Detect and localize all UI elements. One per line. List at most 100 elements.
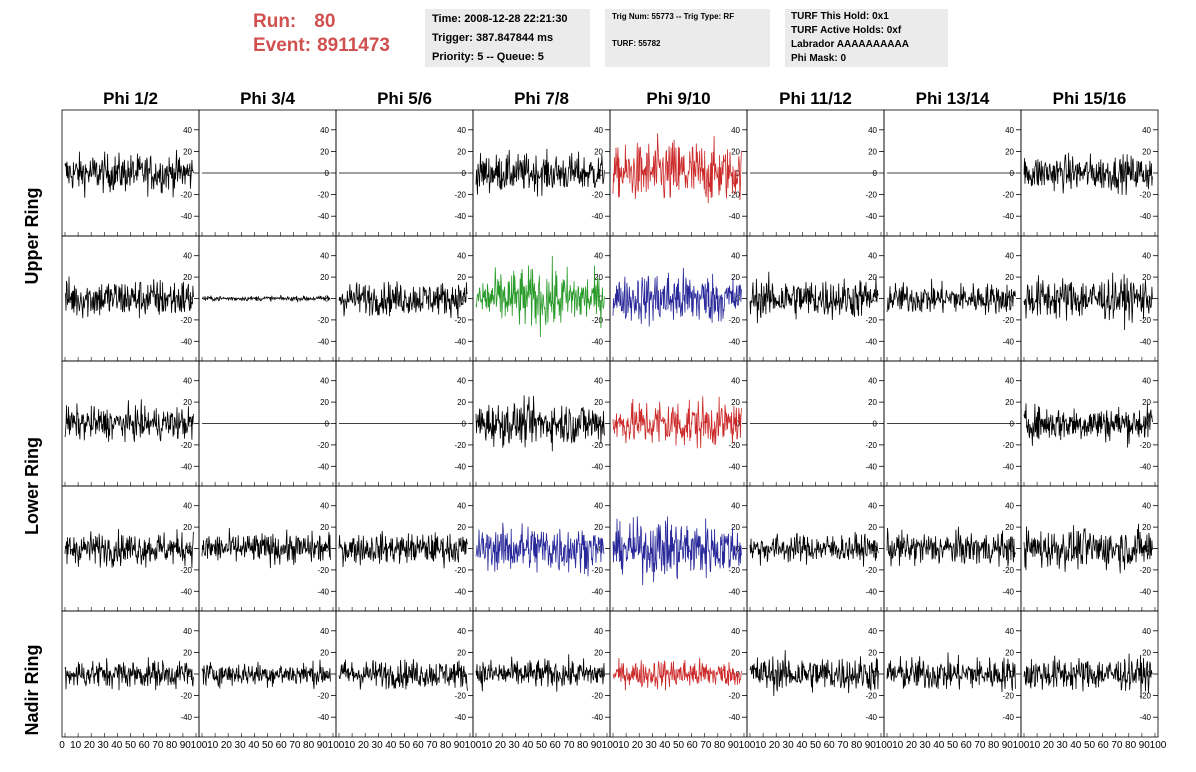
x-tick-label: 30 — [235, 740, 247, 751]
y-tick-label: -20 — [180, 566, 192, 575]
x-tick-label: 70 — [289, 740, 301, 751]
y-tick-label: 0 — [873, 420, 878, 429]
y-tick-label: 20 — [868, 648, 877, 657]
y-tick-label: -40 — [728, 713, 740, 722]
y-tick-label: -40 — [1139, 462, 1151, 471]
y-tick-label: -20 — [454, 316, 466, 325]
x-tick-label: 70 — [1111, 740, 1123, 751]
y-tick-label: -40 — [865, 462, 877, 471]
x-tick-label: 20 — [358, 740, 370, 751]
turf-text: TURF: 55782 — [612, 39, 660, 48]
y-tick-label: -20 — [454, 692, 466, 701]
column-title: Phi 1/2 — [103, 89, 158, 108]
y-tick-label: -40 — [1139, 337, 1151, 346]
x-tick-label: 100 — [876, 740, 893, 751]
y-tick-label: 20 — [1142, 523, 1151, 532]
y-tick-label: 40 — [594, 377, 603, 386]
x-tick-label: 90 — [591, 740, 603, 751]
trig-num-box: Trig Num: 55773 -- Trig Type: RF TURF: 5… — [605, 9, 770, 67]
x-tick-label: 40 — [111, 740, 123, 751]
waveform-trace — [887, 527, 1015, 567]
y-tick-label: -40 — [1002, 462, 1014, 471]
x-tick-label: 100 — [1150, 740, 1167, 751]
y-tick-label: -40 — [591, 713, 603, 722]
y-tick-label: 20 — [320, 147, 329, 156]
waveform-trace — [1024, 403, 1152, 447]
waveform-trace — [202, 295, 330, 302]
y-tick-label: -40 — [454, 713, 466, 722]
y-tick-label: 40 — [731, 252, 740, 261]
x-tick-label: 60 — [961, 740, 973, 751]
x-tick-label: 30 — [783, 740, 795, 751]
column-title: Phi 11/12 — [779, 89, 852, 108]
y-tick-label: -20 — [728, 191, 740, 200]
y-tick-label: 20 — [731, 398, 740, 407]
y-tick-label: 20 — [868, 147, 877, 156]
column-title: Phi 13/14 — [916, 89, 990, 108]
x-tick-label: 10 — [618, 740, 630, 751]
y-tick-label: 20 — [183, 398, 192, 407]
y-tick-label: -40 — [317, 337, 329, 346]
y-tick-label: 20 — [320, 648, 329, 657]
y-tick-label: -20 — [317, 316, 329, 325]
x-tick-label: 20 — [221, 740, 233, 751]
waveform-trace — [887, 652, 1015, 692]
y-tick-label: 40 — [1142, 252, 1151, 261]
column-title: Phi 7/8 — [514, 89, 569, 108]
y-tick-label: -20 — [1002, 191, 1014, 200]
x-tick-label: 90 — [865, 740, 877, 751]
waveform-trace — [613, 268, 741, 327]
row-label: Upper Ring — [22, 188, 42, 285]
waveform-trace — [476, 523, 604, 576]
y-tick-label: -20 — [591, 692, 603, 701]
waveform-trace — [613, 516, 741, 585]
y-tick-label: -20 — [865, 441, 877, 450]
y-tick-label: -40 — [1002, 587, 1014, 596]
x-tick-label: 80 — [440, 740, 452, 751]
y-tick-label: -40 — [728, 212, 740, 221]
x-tick-label: 20 — [906, 740, 918, 751]
x-tick-label: 20 — [769, 740, 781, 751]
y-tick-label: 40 — [183, 252, 192, 261]
y-tick-label: -40 — [454, 587, 466, 596]
y-tick-label: -40 — [180, 713, 192, 722]
y-tick-label: 40 — [1005, 627, 1014, 636]
x-tick-label: 80 — [166, 740, 178, 751]
waveform-trace — [476, 256, 604, 337]
y-tick-label: -40 — [865, 337, 877, 346]
waveform-trace — [339, 281, 467, 318]
y-tick-label: -40 — [317, 587, 329, 596]
y-tick-label: 0 — [1010, 420, 1015, 429]
x-tick-label: 80 — [303, 740, 315, 751]
y-tick-label: -40 — [317, 462, 329, 471]
y-tick-label: 20 — [1005, 523, 1014, 532]
y-tick-label: 20 — [457, 648, 466, 657]
trig-num-text: Trig Num: 55773 -- Trig Type: RF — [612, 12, 734, 21]
y-tick-label: -20 — [1002, 316, 1014, 325]
y-tick-label: -20 — [454, 191, 466, 200]
x-tick-label: 40 — [659, 740, 671, 751]
y-tick-label: 0 — [462, 420, 467, 429]
y-tick-label: -40 — [591, 587, 603, 596]
y-tick-label: 40 — [594, 126, 603, 135]
y-tick-label: -40 — [317, 713, 329, 722]
y-tick-label: 40 — [731, 502, 740, 511]
y-tick-label: -20 — [1002, 441, 1014, 450]
y-tick-label: 20 — [1005, 273, 1014, 282]
y-tick-label: 40 — [594, 252, 603, 261]
y-tick-label: 20 — [868, 523, 877, 532]
y-tick-label: -20 — [728, 692, 740, 701]
y-tick-label: 20 — [457, 147, 466, 156]
x-tick-label: 50 — [536, 740, 548, 751]
y-tick-label: -40 — [317, 212, 329, 221]
y-tick-label: -20 — [591, 566, 603, 575]
y-tick-label: -20 — [1139, 441, 1151, 450]
y-tick-label: -20 — [180, 441, 192, 450]
y-tick-label: 20 — [320, 273, 329, 282]
y-tick-label: -20 — [591, 191, 603, 200]
y-tick-label: -20 — [865, 316, 877, 325]
y-tick-label: -20 — [865, 566, 877, 575]
y-tick-label: 0 — [325, 169, 330, 178]
y-tick-label: 20 — [320, 523, 329, 532]
waveform-trace — [750, 650, 878, 696]
